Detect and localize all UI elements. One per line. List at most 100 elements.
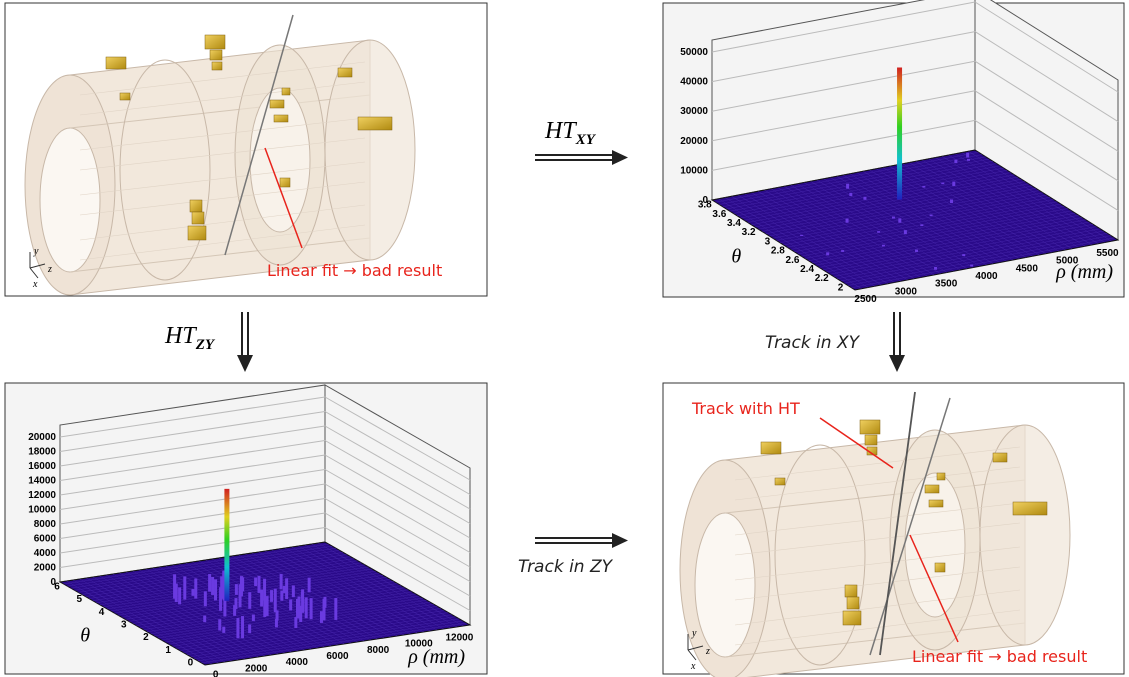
lego-bin (846, 184, 849, 189)
lego-bin (962, 254, 965, 256)
lego-bin (204, 591, 207, 606)
lego-bin (915, 250, 918, 252)
theta-tick-label: 5 (76, 594, 82, 605)
lego-bin (274, 589, 277, 613)
lego-bin (882, 245, 885, 247)
lego-bin (292, 585, 295, 597)
lego-bin (800, 235, 803, 236)
lego-bin (175, 584, 178, 603)
lego-bin (877, 231, 880, 233)
rho-tick-label: 4000 (975, 271, 998, 282)
axis-label: x (690, 661, 696, 672)
rho-tick-label: 3500 (935, 279, 958, 290)
theta-tick-label: 2.4 (800, 264, 814, 275)
theta-tick-label: 2.8 (771, 246, 785, 257)
lego-bin (294, 617, 297, 628)
lego-bin (194, 578, 197, 598)
lego-bin (922, 186, 925, 188)
z-tick-label: 20000 (680, 136, 708, 147)
axis-label: y (33, 246, 39, 257)
z-tick-label: 4000 (34, 548, 57, 559)
z-tick-label: 30000 (680, 106, 708, 117)
rho-tick-label: 2500 (854, 294, 877, 305)
theta-tick-label: 2.2 (815, 273, 829, 284)
lego-bin (966, 153, 969, 158)
theta-tick-label: 3 (121, 620, 127, 631)
lego-bin (320, 611, 323, 623)
lego-bin (334, 598, 337, 620)
lego-bin (954, 160, 957, 163)
arrow-label: HTXY (544, 118, 597, 148)
lego-bin (892, 217, 895, 219)
lego-bin (841, 250, 844, 252)
lego-bin (222, 627, 225, 633)
lego-bin (263, 598, 266, 617)
lego-bin (280, 591, 283, 601)
z-tick-label: 12000 (28, 490, 56, 501)
arrow-label: Track in XY (765, 333, 861, 353)
lego-bin (191, 589, 194, 596)
theta-tick-label: 1 (165, 645, 171, 656)
z-tick-label: 6000 (34, 534, 57, 545)
lego-bin (183, 576, 186, 599)
lego-bin (299, 606, 302, 622)
axis-title: ρ (mm) (407, 646, 465, 668)
axis-label: z (705, 646, 710, 657)
lego-bin (234, 598, 237, 609)
lego-bin (211, 577, 214, 595)
lego-bin (257, 576, 260, 593)
lego-bin (930, 215, 933, 216)
annotation: Linear fit → bad result (912, 647, 1087, 666)
z-tick-label: 2000 (34, 563, 57, 574)
lego-bin (270, 590, 273, 602)
axis-label: z (47, 264, 52, 275)
lego-bin (941, 183, 944, 185)
z-tick-label: 18000 (28, 447, 56, 458)
theta-tick-label: 3.4 (727, 218, 741, 229)
rho-tick-label: 4000 (286, 657, 309, 668)
theta-tick-label: 2 (143, 632, 149, 643)
lego-bin (296, 612, 299, 619)
lego-bin (241, 616, 244, 638)
lego-bin (826, 252, 829, 255)
lego-bin (967, 159, 970, 161)
lego-bin (260, 589, 263, 606)
lego-bin (240, 576, 243, 596)
rho-tick-label: 4500 (1016, 263, 1039, 274)
z-tick-label: 16000 (28, 461, 56, 472)
peak-bin (897, 68, 902, 200)
axis-label: y (691, 628, 697, 639)
theta-tick-label: 3.6 (712, 209, 726, 220)
lego-bin (285, 578, 288, 599)
panel-event-display-1: Linear fit → bad result y z x (5, 3, 487, 296)
lego-bin (289, 599, 292, 610)
z-tick-label: 8000 (34, 519, 57, 530)
theta-tick-label: 3 (765, 236, 771, 247)
lego-bin (214, 579, 217, 600)
lego-bin (863, 197, 866, 200)
lego-bin (276, 610, 279, 620)
rho-tick-label: 6000 (326, 651, 349, 662)
annotation: Linear fit → bad result (267, 261, 442, 280)
lego-bin (235, 584, 238, 595)
panel-lego-zy: 0200040006000800010000120001400016000180… (5, 383, 487, 677)
theta-tick-label: 3.2 (742, 227, 756, 238)
lego-bin (849, 193, 852, 196)
arrow-label: HTZY (164, 323, 216, 353)
lego-bin (934, 267, 937, 270)
z-tick-label: 50000 (680, 47, 708, 58)
lego-bin (203, 616, 206, 623)
theta-tick-label: 2 (838, 282, 844, 293)
lego-bin (219, 587, 222, 611)
panel-lego-xy: 010000200003000040000500003.83.63.43.232… (663, 0, 1124, 305)
figure: Linear fit → bad result y z x 0100002000… (0, 0, 1129, 677)
lego-bin (252, 614, 255, 621)
peak-bin (224, 489, 229, 601)
z-tick-label: 10000 (680, 165, 708, 176)
lego-bin (950, 199, 953, 203)
lego-bin (970, 264, 973, 266)
theta-tick-label: 4 (99, 607, 105, 618)
lego-bin (208, 574, 211, 592)
theta-tick-label: 3.8 (698, 200, 712, 211)
z-tick-label: 10000 (28, 505, 56, 516)
